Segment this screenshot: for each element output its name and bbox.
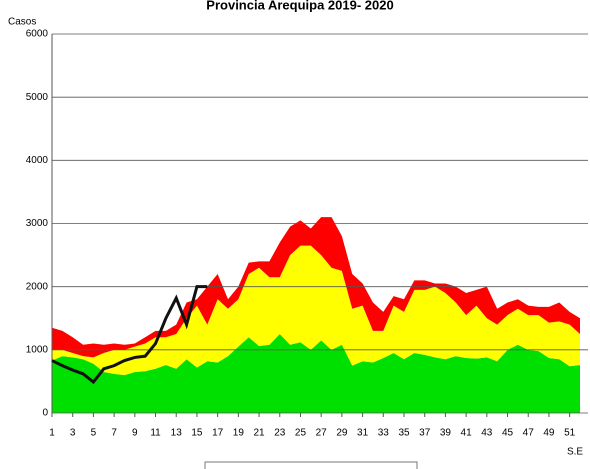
x-tick-label: 13 [171,428,183,439]
x-tick-label: 41 [461,428,473,439]
x-tick-label: 45 [502,428,514,439]
x-tick-label: 5 [91,428,97,439]
y-tick-label: 3000 [26,218,49,229]
x-tick-label: 17 [212,428,224,439]
x-axis-label: S.E [567,447,583,458]
x-tick-label: 37 [419,428,431,439]
x-tick-label: 3 [70,428,76,439]
x-tick-label: 43 [481,428,493,439]
x-tick-label: 11 [150,428,161,439]
area [52,334,580,413]
x-tick-label: 9 [132,428,138,439]
area [52,245,580,376]
line [51,285,208,385]
x-tick-label: 49 [543,428,555,439]
y-axis-label: Casos [8,17,36,28]
y-tick-label: 6000 [26,29,49,40]
x-tick-label: 39 [440,428,452,439]
y-tick-label: 5000 [26,92,49,103]
x-tick-label: 27 [316,428,328,439]
legend-box [204,461,418,469]
y-tick-label: 4000 [26,155,49,166]
x-tick-label: 21 [253,428,265,439]
x-tick-label: 51 [564,428,576,439]
x-tick-label: 15 [191,428,203,439]
x-tick-label: 33 [378,428,390,439]
x-tick-label: 1 [49,428,55,439]
x-tick-label: 23 [274,428,286,439]
y-tick-label: 2000 [26,281,49,292]
area [52,217,580,358]
x-tick-label: 19 [233,428,245,439]
chart-title: Provincia Arequipa 2019- 2020 [206,0,393,12]
x-tick-label: 47 [523,428,535,439]
x-tick-label: 35 [398,428,410,439]
x-tick-label: 31 [357,428,369,439]
y-tick-label: 0 [42,408,48,419]
x-tick-label: 7 [111,428,117,439]
x-tick-label: 29 [336,428,348,439]
y-tick-label: 1000 [26,344,49,355]
x-tick-label: 25 [295,428,307,439]
